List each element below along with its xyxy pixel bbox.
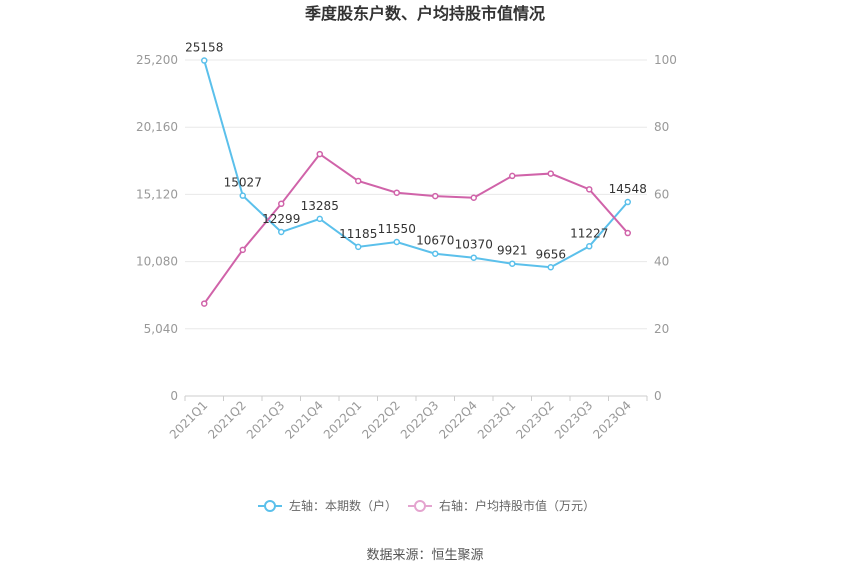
- series-right: [201, 150, 631, 307]
- data-label: 11227: [570, 226, 608, 240]
- legend-item-left-series[interactable]: 左轴：本期数（户）: [258, 498, 397, 513]
- x-tick-label: 2023Q3: [552, 398, 596, 442]
- data-label: 13285: [301, 199, 339, 213]
- right-tick-label: 40: [654, 255, 669, 269]
- data-point: [316, 215, 323, 223]
- left-tick-label: 5,040: [144, 322, 178, 336]
- data-label: 9656: [535, 247, 566, 261]
- series-line-left: [203, 60, 629, 269]
- data-point: [547, 170, 554, 177]
- chart-title: 季度股东户数、户均持股市值情况: [304, 4, 545, 23]
- data-point: [624, 229, 631, 237]
- left-tick-label: 0: [170, 389, 178, 403]
- right-tick-label: 100: [654, 53, 677, 67]
- data-point: [393, 189, 400, 196]
- x-tick-label: 2022Q3: [398, 398, 442, 442]
- left-axis: 0 5,040 10,080 15,120 20,160 25,200: [136, 53, 178, 403]
- data-point: [624, 198, 631, 206]
- x-tick-label: 2022Q4: [436, 398, 480, 442]
- right-tick-label: 60: [654, 187, 669, 201]
- data-point: [201, 300, 208, 307]
- data-point: [393, 238, 400, 246]
- data-point: [586, 243, 593, 250]
- x-tick-label: 2023Q1: [475, 398, 519, 442]
- data-point: [586, 186, 593, 193]
- legend-label-right: 右轴：户均持股市值（万元）: [439, 498, 595, 513]
- right-tick-label: 0: [654, 389, 662, 403]
- legend-marker-icon: [264, 500, 276, 512]
- data-point: [509, 172, 516, 180]
- left-tick-label: 20,160: [136, 120, 178, 134]
- series-line-right: [203, 152, 629, 305]
- right-tick-label: 20: [654, 322, 669, 336]
- data-label: 14548: [609, 182, 647, 196]
- legend-label-left: 左轴：本期数（户）: [289, 498, 397, 513]
- x-tick-label: 2023Q4: [590, 398, 634, 442]
- data-point: [278, 228, 285, 236]
- data-label: 15027: [224, 176, 262, 190]
- data-point: [201, 57, 208, 64]
- series-left: [201, 57, 631, 271]
- data-label: 10670: [416, 234, 454, 248]
- data-point: [470, 254, 477, 261]
- data-point: [432, 192, 439, 200]
- data-source: 数据来源：恒生聚源: [366, 548, 483, 563]
- right-tick-label: 80: [654, 120, 669, 134]
- data-point: [278, 200, 285, 208]
- x-tick-label: 2021Q1: [167, 398, 211, 442]
- x-tick-label: 2022Q1: [321, 398, 365, 442]
- x-tick-label: 2021Q2: [205, 398, 249, 442]
- x-tick-label: 2021Q4: [282, 398, 326, 442]
- legend[interactable]: 左轴：本期数（户） 右轴：户均持股市值（万元）: [258, 498, 595, 513]
- data-label: 25158: [185, 41, 223, 55]
- data-label: 9921: [497, 244, 528, 258]
- data-point: [239, 192, 246, 199]
- data-point: [316, 150, 323, 158]
- data-point: [509, 260, 516, 267]
- x-tick-label: 2022Q2: [359, 398, 403, 442]
- left-tick-label: 25,200: [136, 53, 178, 67]
- data-label: 11185: [339, 227, 377, 241]
- x-tick-label: 2023Q2: [513, 398, 557, 442]
- data-point: [547, 264, 554, 271]
- data-point: [355, 243, 362, 251]
- data-point: [470, 194, 477, 202]
- right-axis: 0 20 40 60 80 100: [654, 53, 677, 403]
- data-point: [432, 250, 439, 257]
- x-axis: 2021Q12021Q22021Q32021Q42022Q12022Q22022…: [167, 396, 648, 442]
- data-label: 11550: [378, 222, 416, 236]
- legend-item-right-series[interactable]: 右轴：户均持股市值（万元）: [408, 498, 595, 513]
- data-point: [355, 177, 362, 185]
- data-label: 10370: [455, 238, 493, 252]
- left-tick-label: 10,080: [136, 255, 178, 269]
- data-label: 12299: [262, 212, 300, 226]
- x-tick-label: 2021Q3: [244, 398, 288, 442]
- data-point: [239, 246, 246, 254]
- legend-marker-icon: [414, 500, 426, 512]
- left-tick-label: 15,120: [136, 187, 178, 201]
